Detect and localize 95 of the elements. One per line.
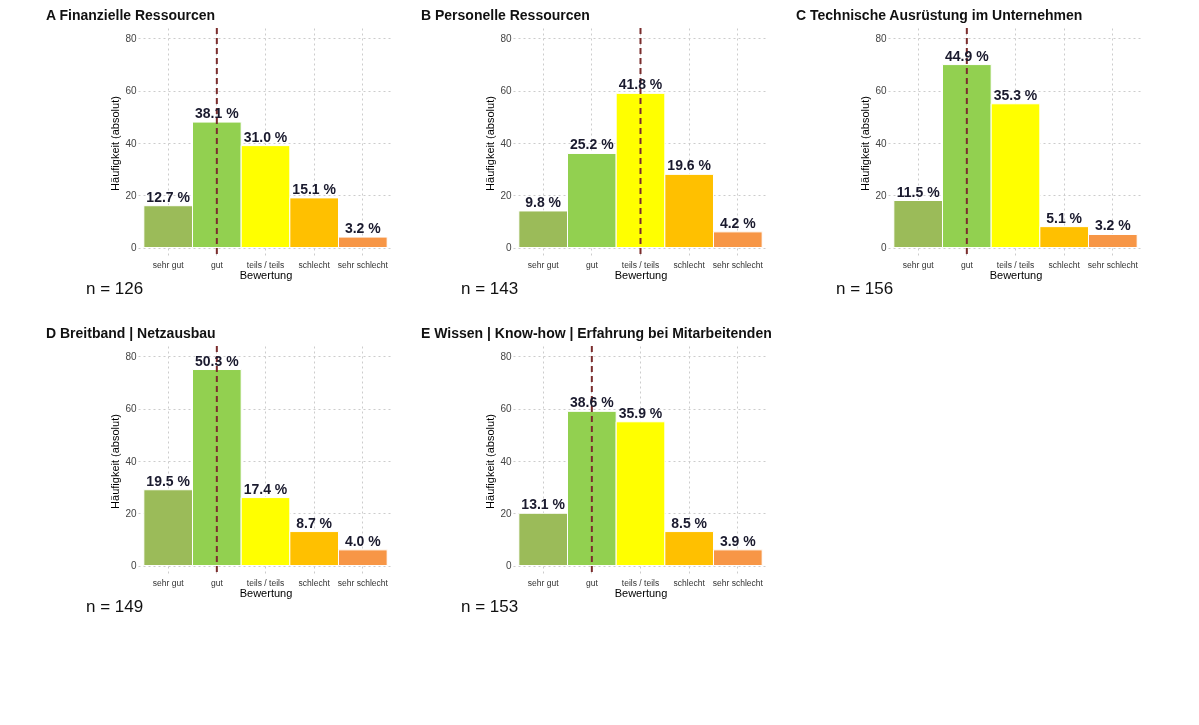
x-tick-label: teils / teils (621, 259, 660, 270)
y-tick-label: 60 (500, 85, 512, 97)
annotation: 11.5 % (896, 183, 941, 200)
x-tick-label: teils / teils (621, 577, 660, 588)
x-tick-label: sehr schlecht (1087, 259, 1139, 270)
y-tick-label: 20 (500, 507, 512, 519)
annotation: 38.1 % (195, 105, 240, 122)
x-axis-title: Bewertung (239, 587, 293, 599)
x-tick-label: sehr schlecht (337, 259, 389, 270)
annotation: 19.6 % (667, 157, 712, 174)
x-tick-label: schlecht (298, 259, 331, 270)
text: n = 126 (86, 279, 144, 298)
chart-title: D Breitband | Netzausbau (46, 325, 216, 341)
annotation: 38.6 % (570, 394, 615, 411)
y-tick-label: 0 (505, 242, 512, 254)
chart-title: A Finanzielle Ressourcen (46, 7, 216, 23)
y-tick-label: 80 (500, 32, 512, 44)
text: n = 143 (461, 279, 519, 298)
annotation: 15.1 % (292, 180, 337, 197)
y-tick-label: 0 (130, 560, 137, 572)
annotation: 8.5 % (671, 514, 708, 531)
annotation: 17.4 % (243, 480, 288, 497)
x-tick-label: gut (210, 259, 224, 270)
annotation: 3.9 % (719, 532, 757, 549)
x-tick-label: sehr schlecht (712, 259, 764, 270)
y-tick-label: 40 (500, 455, 512, 467)
y-axis-title: Häufigkeit (absolut) (109, 414, 122, 509)
annotation: 31.0 % (243, 128, 288, 145)
y-tick-label: 20 (125, 507, 137, 519)
annotation: 4.0 % (344, 532, 382, 549)
x-tick-label: schlecht (673, 577, 706, 588)
y-tick-label: 40 (125, 137, 137, 149)
y-axis-title: Häufigkeit (absolut) (859, 96, 872, 191)
y-tick-label: 0 (880, 242, 887, 254)
y-tick-label: 20 (125, 189, 137, 201)
annotation: 9.8 % (525, 193, 562, 210)
x-tick-label: gut (585, 577, 599, 588)
x-tick-label: teils / teils (246, 577, 285, 588)
y-tick-label: 40 (125, 455, 137, 467)
x-tick-label: sehr gut (527, 259, 560, 270)
y-tick-label: 40 (500, 137, 512, 149)
y-tick-label: 60 (125, 85, 137, 97)
chart-title: E Wissen | Know-how | Erfahrung bei Mitarbeitenden (421, 325, 772, 341)
x-tick-label: teils / teils (246, 259, 285, 270)
x-tick-label: sehr gut (527, 577, 560, 588)
annotation: 3.2 % (1094, 217, 1132, 234)
y-tick-label: 0 (130, 242, 137, 254)
y-tick-label: 20 (875, 189, 887, 201)
chart-title: B Personelle Ressourcen (421, 7, 590, 23)
y-axis-title: Häufigkeit (absolut) (109, 96, 122, 191)
y-tick-label: 60 (125, 403, 137, 415)
annotation: 4.2 % (719, 214, 757, 231)
x-axis-title: Bewertung (989, 269, 1043, 281)
y-axis-title: Häufigkeit (absolut) (484, 96, 497, 191)
annotation: 13.1 % (521, 496, 566, 513)
x-tick-label: schlecht (298, 577, 331, 588)
x-tick-label: sehr gut (902, 259, 935, 270)
y-tick-label: 0 (505, 560, 512, 572)
annotation: 25.2 % (570, 136, 615, 153)
y-tick-label: 60 (875, 85, 887, 97)
annotation: 44.9 % (945, 47, 990, 64)
annotation: 19.5 % (146, 472, 191, 489)
annotation: 8.7 % (296, 514, 333, 531)
x-tick-label: schlecht (673, 259, 706, 270)
y-tick-label: 80 (125, 350, 137, 362)
text: n = 156 (836, 279, 894, 298)
y-tick-label: 40 (875, 137, 887, 149)
y-tick-label: 20 (500, 189, 512, 201)
y-tick-label: 80 (875, 32, 887, 44)
annotation: 3.2 % (344, 220, 382, 237)
x-axis-title: Bewertung (239, 269, 293, 281)
text: n = 149 (86, 597, 144, 616)
x-tick-label: sehr schlecht (337, 577, 389, 588)
annotation: 50.3 % (195, 352, 240, 369)
x-tick-label: sehr schlecht (712, 577, 764, 588)
y-tick-label: 60 (500, 403, 512, 415)
x-tick-label: teils / teils (996, 259, 1035, 270)
annotation: 35.9 % (618, 404, 663, 421)
text: n = 153 (461, 597, 519, 616)
x-tick-label: schlecht (1048, 259, 1081, 270)
x-tick-label: sehr gut (152, 259, 185, 270)
x-tick-label: gut (585, 259, 599, 270)
x-tick-label: gut (210, 577, 224, 588)
y-tick-label: 80 (500, 350, 512, 362)
chart-title: C Technische Ausrüstung im Unternehmen (796, 7, 1083, 23)
annotation: 12.7 % (146, 188, 191, 205)
annotation: 5.1 % (1046, 209, 1083, 226)
x-axis-title: Bewertung (614, 269, 668, 281)
annotation: 41.8 % (618, 76, 663, 93)
y-axis-title: Häufigkeit (absolut) (484, 414, 497, 509)
x-tick-label: sehr gut (152, 577, 185, 588)
x-tick-label: gut (960, 259, 974, 270)
y-tick-label: 80 (125, 32, 137, 44)
annotation: 35.3 % (993, 86, 1038, 103)
x-axis-title: Bewertung (614, 587, 668, 599)
